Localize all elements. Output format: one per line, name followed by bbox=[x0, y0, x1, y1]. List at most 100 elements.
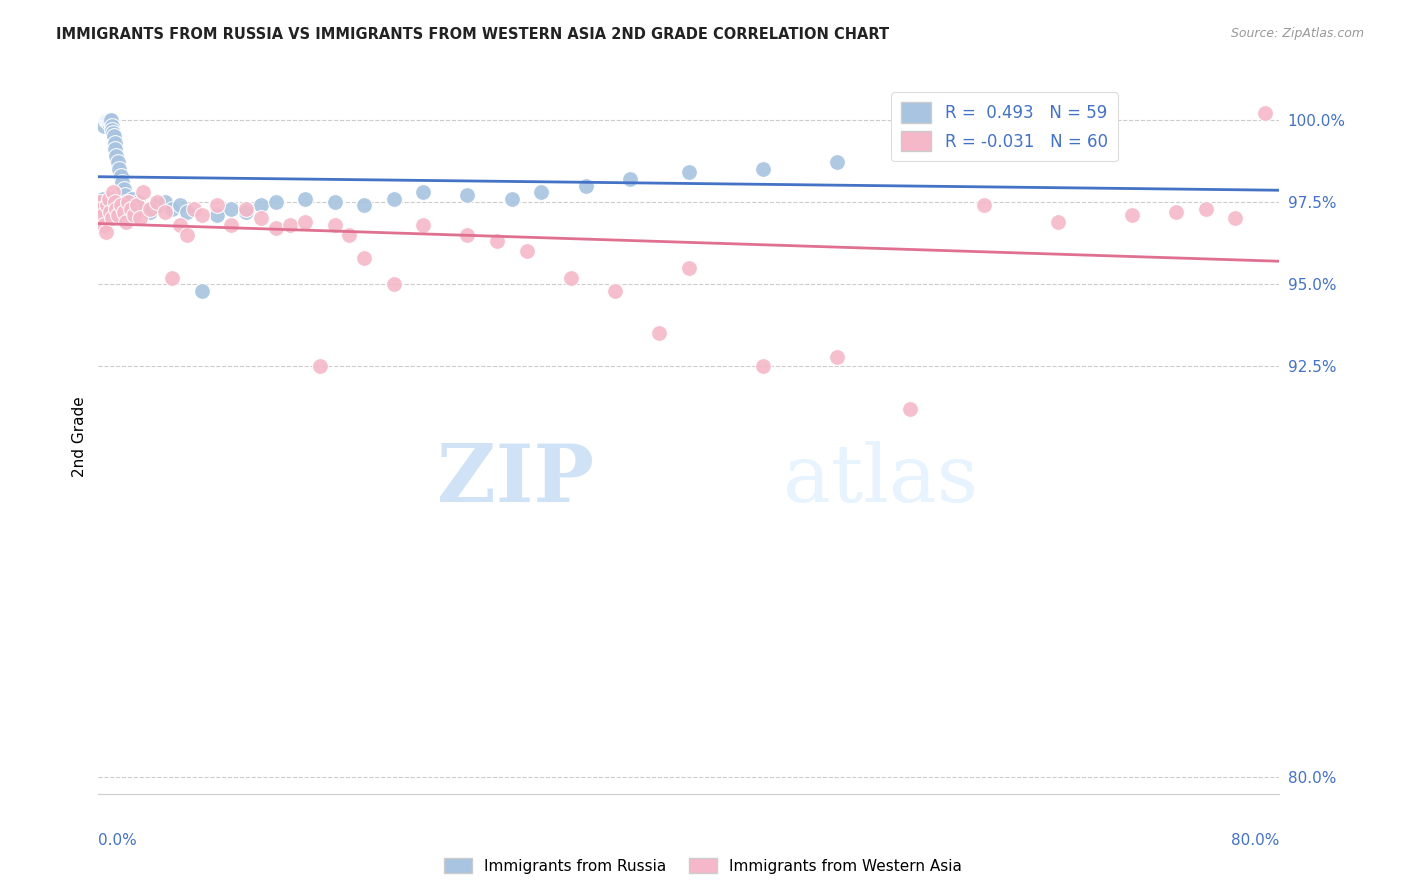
Point bbox=[191, 284, 214, 298]
Point bbox=[153, 194, 176, 209]
Point bbox=[353, 251, 375, 265]
Point bbox=[132, 185, 155, 199]
Point bbox=[973, 198, 995, 212]
Point bbox=[353, 198, 375, 212]
Point bbox=[323, 218, 346, 232]
Point bbox=[162, 270, 183, 285]
Point bbox=[110, 169, 132, 183]
Point bbox=[183, 202, 205, 216]
Point bbox=[221, 218, 243, 232]
Point bbox=[91, 208, 114, 222]
Point bbox=[93, 218, 115, 232]
Point bbox=[104, 136, 127, 150]
Point bbox=[120, 202, 142, 216]
Point bbox=[122, 208, 145, 222]
Point bbox=[104, 142, 127, 156]
Point bbox=[94, 225, 117, 239]
Point bbox=[103, 129, 125, 144]
Point bbox=[457, 227, 479, 242]
Point bbox=[900, 402, 922, 417]
Text: ZIP: ZIP bbox=[437, 441, 595, 519]
Point bbox=[146, 198, 169, 212]
Point bbox=[605, 284, 627, 298]
Point bbox=[825, 350, 848, 364]
Point bbox=[90, 202, 112, 216]
Point bbox=[221, 202, 243, 216]
Point bbox=[111, 175, 134, 189]
Legend: Immigrants from Russia, Immigrants from Western Asia: Immigrants from Russia, Immigrants from … bbox=[439, 852, 967, 880]
Text: atlas: atlas bbox=[783, 441, 979, 519]
Point bbox=[1254, 106, 1277, 120]
Point bbox=[146, 194, 169, 209]
Point bbox=[114, 188, 136, 202]
Point bbox=[107, 208, 129, 222]
Point bbox=[94, 112, 117, 127]
Point bbox=[153, 204, 176, 219]
Point bbox=[169, 198, 191, 212]
Point bbox=[205, 198, 228, 212]
Point bbox=[139, 204, 162, 219]
Point bbox=[98, 112, 121, 127]
Point bbox=[323, 194, 346, 209]
Point bbox=[115, 215, 138, 229]
Point bbox=[103, 126, 125, 140]
Point bbox=[100, 120, 122, 134]
Point bbox=[96, 198, 118, 212]
Point bbox=[101, 122, 124, 136]
Point bbox=[104, 194, 127, 209]
Point bbox=[412, 185, 434, 199]
Point bbox=[93, 120, 115, 134]
Point bbox=[294, 215, 316, 229]
Point bbox=[91, 192, 114, 206]
Point bbox=[1195, 202, 1218, 216]
Point bbox=[127, 194, 149, 209]
Point bbox=[678, 165, 700, 179]
Point bbox=[176, 227, 198, 242]
Point bbox=[115, 194, 138, 209]
Legend: R =  0.493   N = 59, R = -0.031   N = 60: R = 0.493 N = 59, R = -0.031 N = 60 bbox=[891, 92, 1118, 161]
Point bbox=[98, 204, 121, 219]
Point bbox=[900, 112, 922, 127]
Point bbox=[575, 178, 598, 193]
Point bbox=[112, 182, 135, 196]
Point bbox=[191, 208, 214, 222]
Point bbox=[486, 235, 509, 249]
Point bbox=[169, 218, 191, 232]
Point bbox=[121, 192, 143, 206]
Point bbox=[120, 194, 142, 209]
Point bbox=[235, 204, 257, 219]
Point bbox=[1225, 211, 1247, 226]
Text: 80.0%: 80.0% bbox=[1232, 833, 1279, 848]
Point bbox=[118, 202, 141, 216]
Point bbox=[89, 194, 111, 209]
Point bbox=[132, 202, 155, 216]
Text: 0.0%: 0.0% bbox=[98, 833, 138, 848]
Point bbox=[124, 198, 146, 212]
Point bbox=[1166, 204, 1188, 219]
Point bbox=[339, 227, 361, 242]
Point bbox=[112, 204, 135, 219]
Point bbox=[1047, 215, 1070, 229]
Point bbox=[501, 192, 523, 206]
Point bbox=[107, 155, 129, 169]
Point bbox=[117, 194, 139, 209]
Point bbox=[678, 260, 700, 275]
Point bbox=[162, 202, 183, 216]
Point bbox=[97, 116, 120, 130]
Point bbox=[309, 359, 332, 374]
Text: IMMIGRANTS FROM RUSSIA VS IMMIGRANTS FROM WESTERN ASIA 2ND GRADE CORRELATION CHA: IMMIGRANTS FROM RUSSIA VS IMMIGRANTS FRO… bbox=[56, 27, 890, 42]
Point bbox=[280, 218, 302, 232]
Point bbox=[98, 112, 121, 127]
Point bbox=[117, 198, 139, 212]
Point bbox=[105, 202, 128, 216]
Point bbox=[100, 211, 122, 226]
Point bbox=[97, 192, 120, 206]
Point bbox=[103, 185, 125, 199]
Point bbox=[139, 202, 162, 216]
Point bbox=[825, 155, 848, 169]
Y-axis label: 2nd Grade: 2nd Grade bbox=[72, 397, 87, 477]
Point bbox=[250, 211, 273, 226]
Point bbox=[108, 162, 131, 177]
Point bbox=[530, 185, 553, 199]
Point bbox=[382, 277, 405, 292]
